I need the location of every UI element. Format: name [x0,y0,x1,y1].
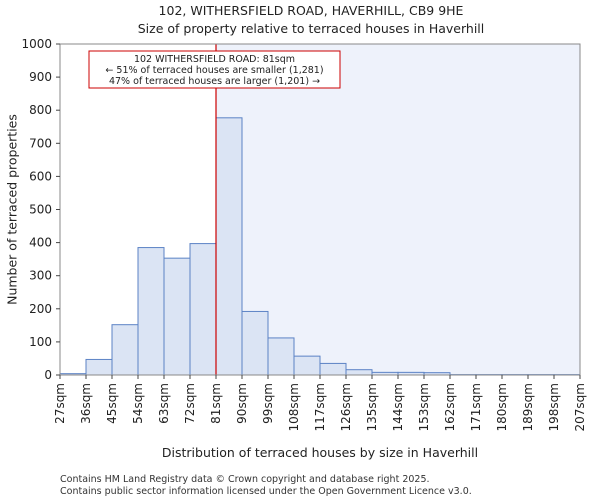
x-axis-label: Distribution of terraced houses by size … [162,445,478,460]
x-tick-label: 126sqm [339,383,353,431]
x-tick-label: 189sqm [521,383,535,431]
bar-117sqm [319,362,347,376]
x-tick-label: 72sqm [183,383,197,424]
bar-126sqm [345,369,373,376]
x-tick-label: 63sqm [157,383,171,424]
x-tick-label: 108sqm [287,383,301,431]
y-tick-label: 600 [29,169,52,183]
y-ticks-group: 0 100 200 300 400 500 600 700 800 900 1000 [21,37,60,382]
y-tick-label: 0 [44,368,52,382]
x-tick-label: 135sqm [365,383,379,431]
annotation-line-2: ← 51% of terraced houses are smaller (1,… [105,65,323,76]
x-tick-label: 162sqm [443,383,457,431]
bar-90sqm [241,310,269,376]
x-tick-label: 45sqm [105,383,119,424]
y-tick-label: 300 [29,269,52,283]
x-tick-label: 198sqm [547,383,561,431]
y-axis-label: Number of terraced properties [4,114,19,305]
x-tick-label: 171sqm [469,383,483,431]
y-tick-label: 1000 [21,37,52,51]
x-tick-label: 180sqm [495,383,509,431]
x-tick-label: 81sqm [209,383,223,424]
x-tick-label: 144sqm [391,383,405,431]
bar-99sqm [267,337,295,376]
annotation-line-3: 47% of terraced houses are larger (1,201… [109,76,320,87]
x-tick-label: 36sqm [79,383,93,424]
bar-108sqm [293,355,321,376]
chart-title: 102, WITHERSFIELD ROAD, HAVERHILL, CB9 9… [159,3,464,18]
bar-45sqm [111,324,139,376]
bar-63sqm [163,257,191,376]
x-tick-label: 90sqm [235,383,249,424]
annotation-border [88,50,341,89]
x-tick-label: 207sqm [573,383,587,431]
x-ticks-group: 27sqm 36sqm 45sqm 54sqm 63sqm 72sqm 81sqm 90sqm… [53,375,587,431]
y-tick-label: 800 [29,103,52,117]
y-tick-label: 200 [29,302,52,316]
y-tick-label: 500 [29,203,52,217]
y-tick-label: 700 [29,136,52,150]
y-tick-label: 400 [29,236,52,250]
x-tick-label: 54sqm [131,383,145,424]
annotation-box: 102 WITHERSFIELD ROAD: 81sqm ← 51% of te… [88,50,341,89]
y-tick-label: 100 [29,335,52,349]
chart-subtitle: Size of property relative to terraced ho… [138,21,485,36]
footer-line-2: Contains public sector information licen… [60,486,472,497]
bars-group [59,117,581,376]
x-tick-label: 117sqm [313,383,327,431]
y-tick-label: 900 [29,70,52,84]
footer-line-1: Contains HM Land Registry data © Crown c… [60,474,430,485]
highlight-region [216,44,580,375]
bar-72sqm [189,243,217,376]
bar-81sqm [215,117,243,376]
x-tick-label: 153sqm [417,383,431,431]
x-tick-label: 99sqm [261,383,275,424]
bar-54sqm [137,247,165,376]
annotation-line-1: 102 WITHERSFIELD ROAD: 81sqm [134,54,295,65]
plot-background [216,44,580,375]
x-tick-label: 27sqm [53,383,67,424]
bar-36sqm [85,358,113,376]
